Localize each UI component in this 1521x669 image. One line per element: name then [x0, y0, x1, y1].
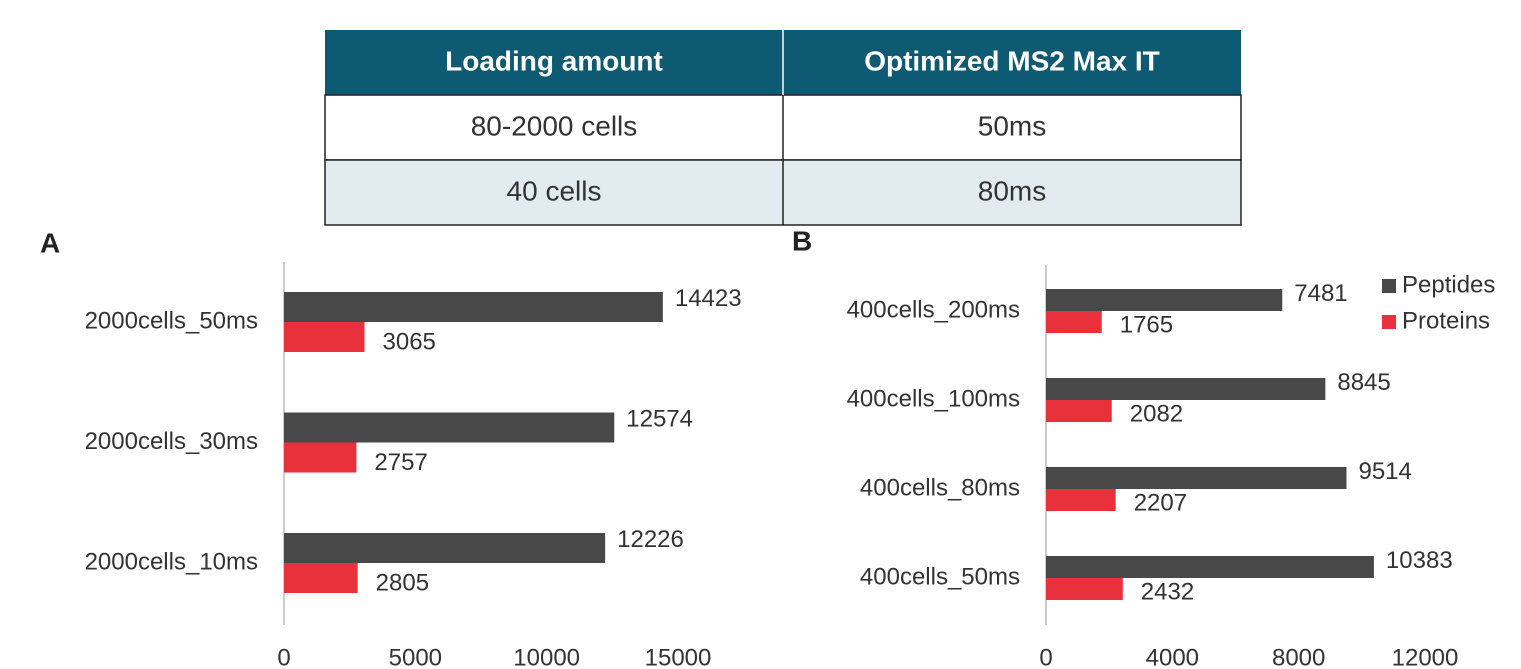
legend-swatch: [1382, 315, 1396, 329]
data-label: 10383: [1386, 547, 1453, 574]
x-tick-label: 10000: [513, 644, 580, 669]
x-tick-label: 15000: [645, 644, 712, 669]
x-tick-label: 8000: [1272, 644, 1325, 669]
data-label: 2805: [376, 569, 429, 596]
x-tick-label: 0: [277, 644, 290, 669]
bar: [1046, 489, 1116, 511]
y-tick-label: 2000cells_50ms: [85, 307, 258, 334]
bar: [1046, 556, 1374, 578]
data-label: 7481: [1294, 280, 1347, 307]
y-tick-label: 2000cells_30ms: [85, 428, 258, 455]
bar: [284, 322, 365, 352]
data-label: 2757: [374, 449, 427, 476]
panel-label: A: [40, 227, 60, 258]
data-label: 2207: [1134, 490, 1187, 517]
legend-swatch: [1382, 279, 1396, 293]
data-label: 9514: [1358, 458, 1411, 485]
data-label: 2082: [1130, 401, 1183, 428]
bar: [284, 533, 606, 563]
bar: [1046, 467, 1347, 489]
y-tick-label: 400cells_50ms: [860, 563, 1020, 590]
legend-label: Peptides: [1402, 271, 1495, 298]
y-tick-label: 400cells_100ms: [847, 385, 1020, 412]
bar: [284, 442, 357, 473]
data-label: 2432: [1141, 579, 1194, 606]
data-label: 1765: [1120, 312, 1173, 339]
y-tick-label: 2000cells_10ms: [85, 548, 258, 575]
data-label: 12226: [617, 526, 684, 553]
bar: [1046, 400, 1112, 422]
table-header: Loading amount: [445, 45, 663, 76]
panel-label: B: [792, 225, 812, 256]
data-label: 12574: [626, 405, 693, 432]
table-cell: 50ms: [978, 110, 1046, 141]
x-tick-label: 12000: [1392, 644, 1459, 669]
y-tick-label: 400cells_80ms: [860, 474, 1020, 501]
x-tick-label: 0: [1039, 644, 1052, 669]
data-label: 3065: [383, 328, 436, 355]
bar: [1046, 289, 1283, 311]
data-label: 14423: [675, 285, 742, 312]
bar: [1046, 311, 1102, 333]
bar: [284, 412, 615, 443]
bar: [1046, 378, 1326, 400]
bar: [1046, 578, 1123, 600]
table-cell: 40 cells: [507, 175, 602, 206]
legend-label: Proteins: [1402, 307, 1490, 334]
table-header: Optimized MS2 Max IT: [864, 45, 1160, 76]
table-cell: 80ms: [978, 175, 1046, 206]
data-label: 8845: [1337, 369, 1390, 396]
x-tick-label: 5000: [389, 644, 442, 669]
bar: [284, 292, 663, 322]
bar: [284, 563, 358, 593]
x-tick-label: 4000: [1146, 644, 1199, 669]
y-tick-label: 400cells_200ms: [847, 296, 1020, 323]
table-cell: 80-2000 cells: [471, 110, 638, 141]
